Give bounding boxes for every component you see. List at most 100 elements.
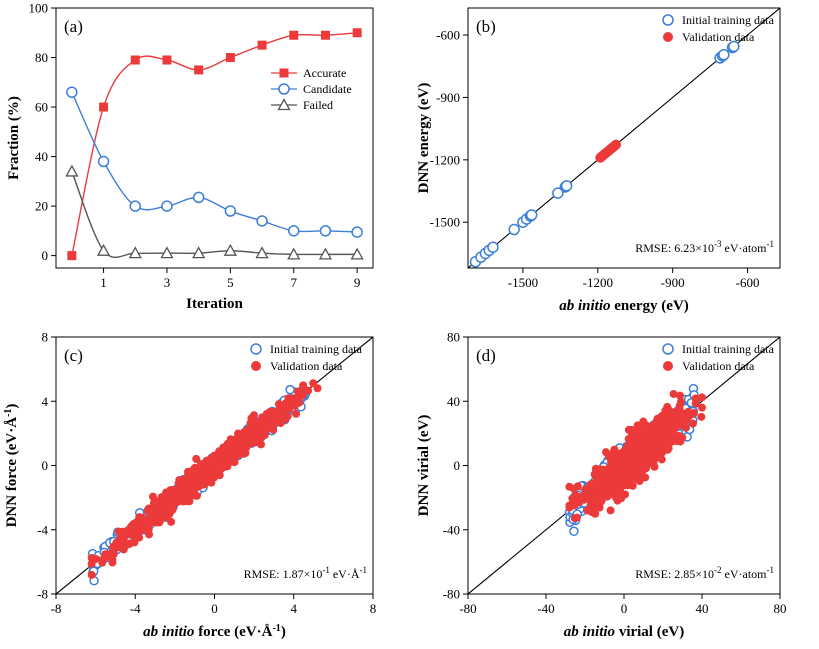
data-point [319,225,332,237]
rmse-annotation: RMSE: 1.87×10-1 eV·Å-1 [244,565,367,581]
data-point [604,490,613,499]
data-point [67,251,77,261]
data-point [584,493,593,502]
y-axis-title: Fraction (%) [6,96,22,180]
x-tick-label: 3 [164,275,171,290]
panel-c: -8 -4 0 4 8 -8 -4 0 4 8 (c) ab initio force (eV·Å-1… [3,330,377,641]
y-tick-label: 80 [35,50,48,65]
panel-label: (a) [64,17,83,36]
data-point [289,30,299,40]
series-line [71,171,358,259]
series-accurate [67,28,362,261]
x-tick-label: 1 [100,275,107,290]
data-point [292,409,301,418]
series-validation [565,389,706,523]
y-tick-label: -600 [436,28,460,43]
data-point [681,409,690,418]
data-point [161,200,173,212]
y-axis-title: DNN force (eV·Å-1) [3,404,21,528]
data-point [352,28,362,38]
x-tick-label: -600 [736,275,760,290]
x-tick-label: 0 [211,601,218,616]
data-point [698,403,706,412]
data-point [666,407,675,416]
data-point [615,464,624,473]
data-point [145,530,154,539]
y-tick-label: -1500 [430,215,460,230]
data-point [591,464,600,473]
data-point [627,435,636,444]
data-point [624,425,633,434]
legend-label: Initial training data [270,342,363,356]
data-point [66,86,78,98]
panel-a: 1 3 5 7 9 0 20 40 60 80 100 (a) Iteration Fraction (%… [6,1,374,312]
data-point [293,387,302,396]
data-point [304,386,313,395]
data-point [230,441,239,450]
data-point [652,426,661,435]
data-point [569,526,579,537]
data-point [669,389,678,398]
data-point [688,419,697,428]
y-tick-label: 100 [29,1,49,16]
data-point [268,421,277,430]
plot-frame [467,7,781,269]
x-tick-label: 7 [291,275,298,290]
x-tick-label: 40 [696,601,709,616]
data-point [606,506,615,515]
y-axis-title: DNN virial (eV) [416,415,432,517]
legend-marker [251,361,261,371]
data-point [91,554,100,563]
data-point [288,225,300,237]
data-point [225,53,235,63]
data-point [192,454,201,463]
series-validation [595,139,622,163]
data-point [718,49,730,61]
data-point [565,503,574,512]
series-line [71,91,358,233]
x-axis-title: Iteration [186,296,243,312]
data-point [119,542,128,551]
data-point [673,408,682,417]
data-point [239,444,248,453]
y-tick-label: 20 [35,199,48,214]
data-point [196,469,205,478]
data-point [623,481,632,490]
data-point [160,246,174,259]
panel-label: (b) [476,17,496,36]
y-tick-label: -900 [436,90,460,105]
data-point [230,448,239,457]
data-point [273,409,282,418]
data-point [167,517,176,526]
data-point [87,570,96,579]
data-point [698,393,706,402]
data-point [313,384,322,393]
data-point [616,449,625,458]
data-point [224,205,237,217]
data-point [249,411,258,420]
data-point [595,503,604,512]
data-point [230,456,239,465]
legend-label: Validation data [270,359,343,373]
data-point [657,436,666,445]
x-axis-title: ab initio energy (eV) [559,298,689,314]
panel-label: (d) [476,346,496,365]
data-point [254,420,263,429]
data-point [116,534,125,543]
data-point [604,478,613,487]
x-tick-label: -1500 [508,275,538,290]
legend-label: Initial training data [682,342,775,356]
data-point [96,243,111,256]
y-tick-label: 8 [42,330,49,345]
x-tick-label: -8 [51,601,62,616]
data-point [653,414,662,423]
y-tick-label: 80 [447,330,460,345]
legend-label: Validation data [682,359,755,373]
legend-marker [250,343,262,355]
data-point [552,187,564,199]
data-point [675,431,684,440]
data-point [176,493,185,502]
rmse-annotation: RMSE: 2.85×10-2 eV·atom-1 [635,565,774,581]
data-point [255,246,269,259]
data-point [135,520,144,529]
